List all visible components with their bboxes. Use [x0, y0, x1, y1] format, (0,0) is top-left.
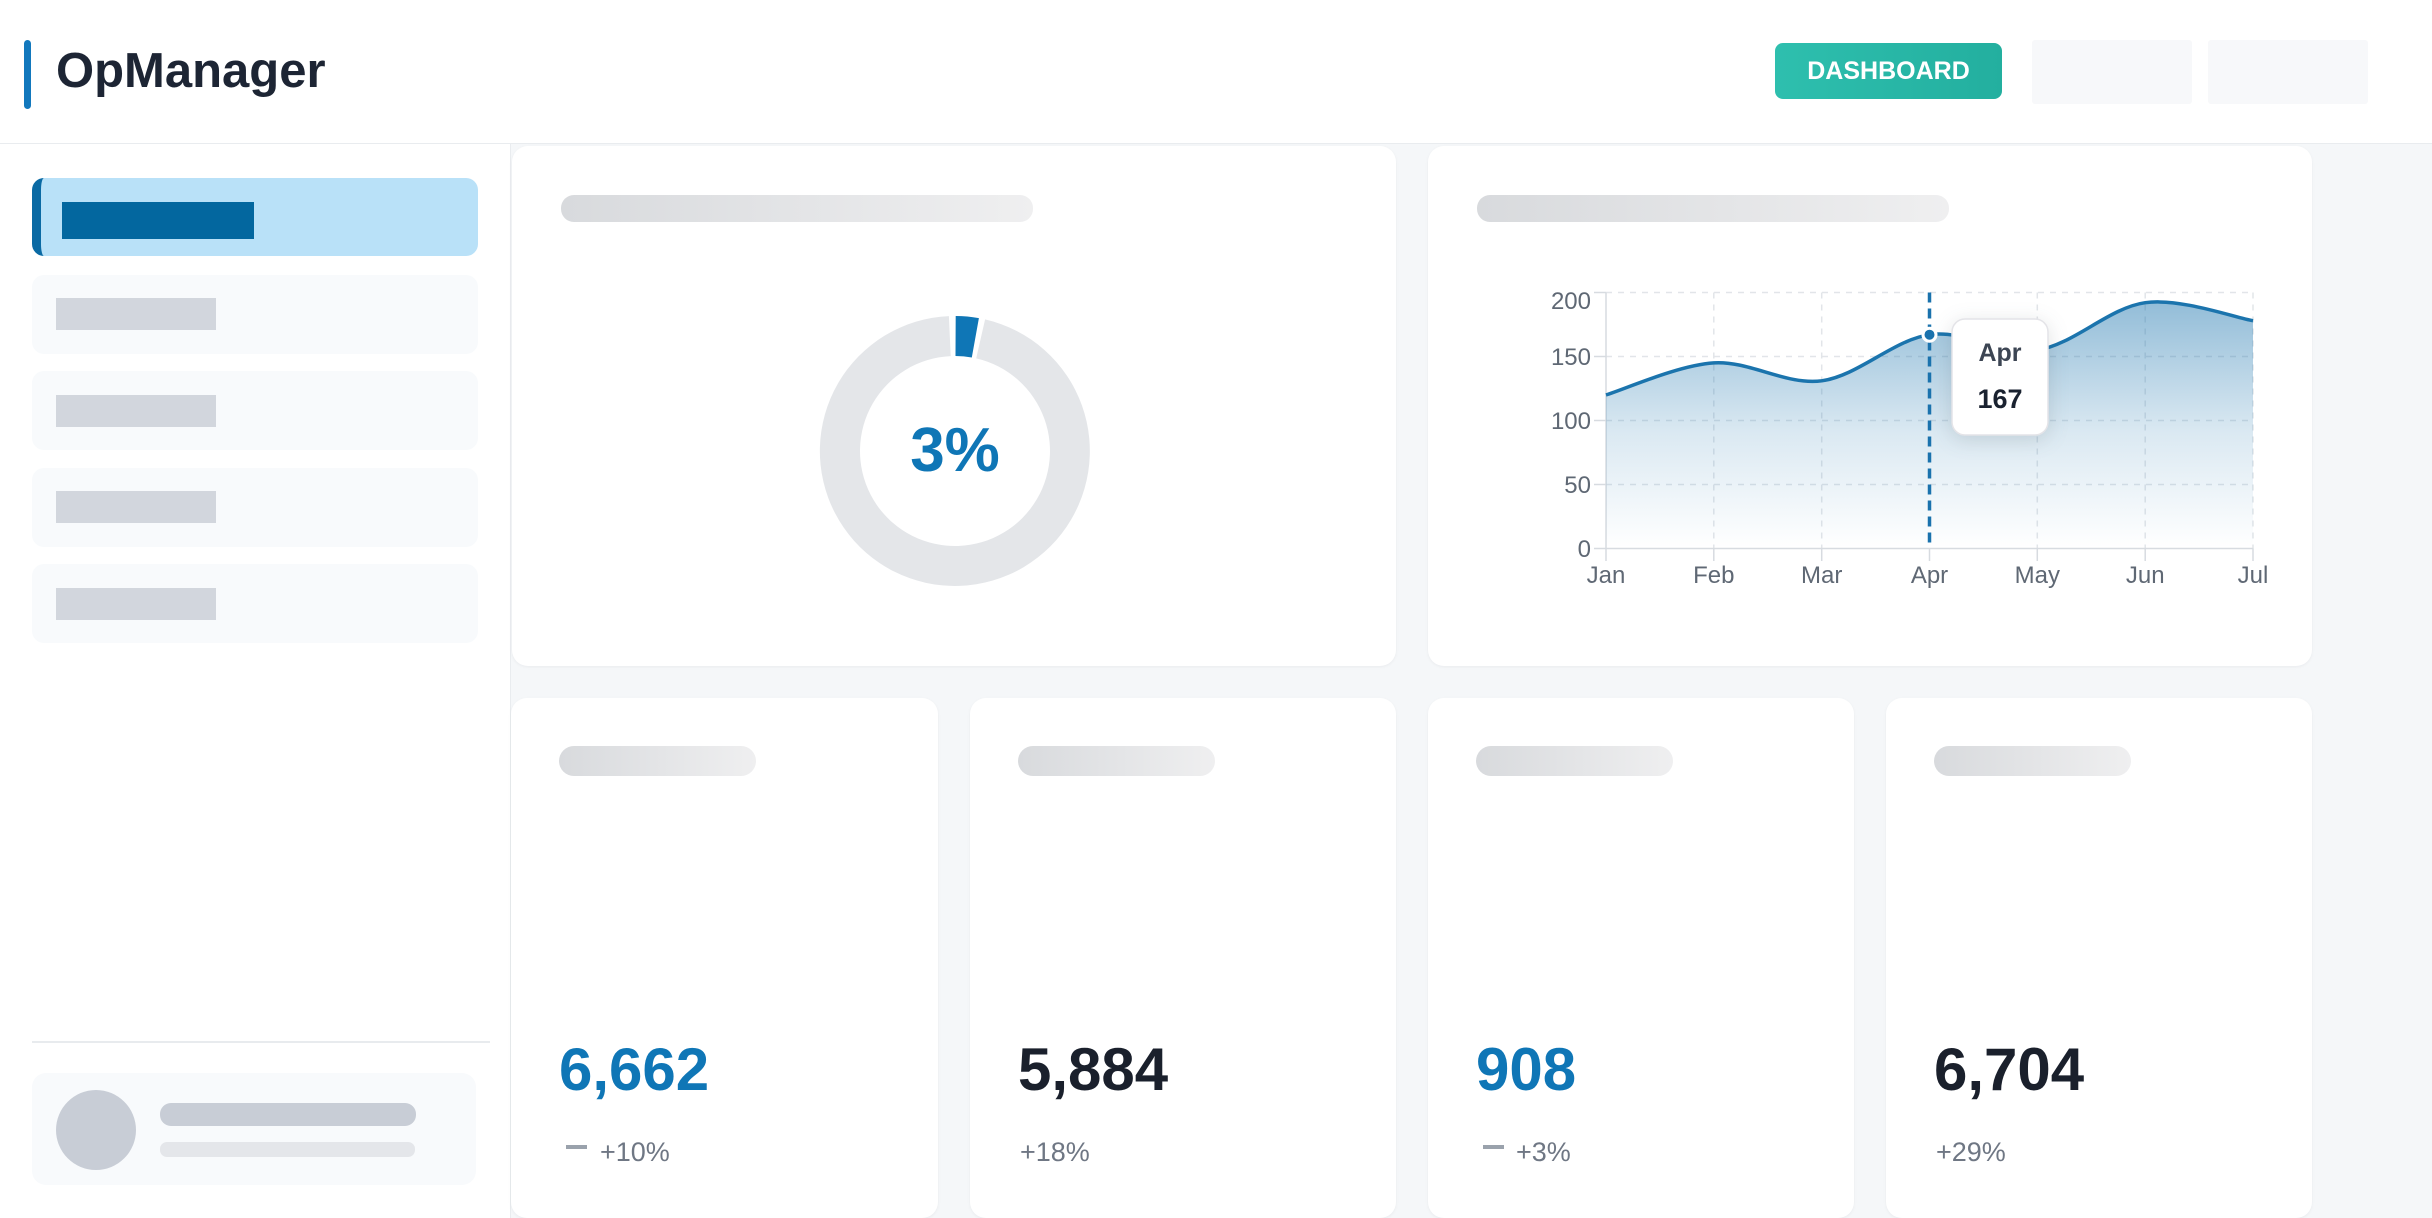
svg-text:May: May	[2015, 562, 2060, 589]
svg-text:Jul: Jul	[2238, 562, 2269, 589]
svg-text:Jan: Jan	[1587, 562, 1626, 589]
svg-text:Apr: Apr	[1978, 339, 2021, 367]
svg-text:200: 200	[1551, 288, 1591, 315]
svg-text:0: 0	[1578, 536, 1591, 563]
svg-text:100: 100	[1551, 408, 1591, 435]
svg-text:Feb: Feb	[1693, 562, 1734, 589]
svg-text:167: 167	[1977, 384, 2022, 414]
svg-text:150: 150	[1551, 344, 1591, 371]
svg-text:Mar: Mar	[1801, 562, 1842, 589]
svg-text:50: 50	[1564, 472, 1591, 499]
svg-text:Jun: Jun	[2126, 562, 2165, 589]
svg-text:3%: 3%	[910, 416, 1000, 485]
svg-text:Apr: Apr	[1911, 562, 1948, 589]
